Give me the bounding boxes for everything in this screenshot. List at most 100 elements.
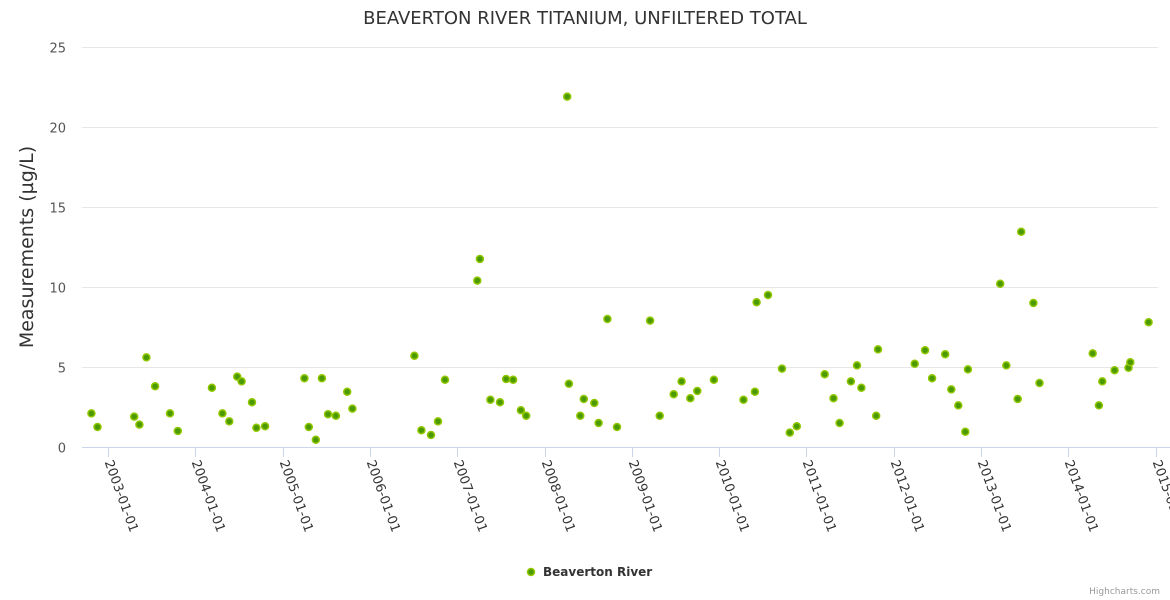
data-point[interactable] [1126, 357, 1135, 367]
data-point[interactable] [1144, 317, 1153, 327]
data-point[interactable] [1098, 377, 1107, 386]
data-point[interactable] [495, 397, 505, 407]
data-point[interactable] [323, 409, 333, 419]
data-point[interactable] [260, 421, 270, 431]
data-point[interactable] [1029, 298, 1038, 308]
data-point[interactable] [750, 387, 760, 397]
data-point[interactable] [93, 422, 102, 432]
y-tick-label: 5 [58, 362, 66, 377]
data-point[interactable] [857, 383, 866, 393]
y-tick-label: 0 [58, 442, 66, 457]
data-point[interactable] [910, 359, 919, 369]
data-point[interactable] [508, 375, 518, 385]
data-point[interactable] [852, 361, 862, 370]
data-point[interactable] [304, 422, 314, 432]
data-point[interactable] [440, 375, 450, 385]
data-point[interactable] [645, 316, 655, 325]
data-point[interactable] [579, 394, 589, 404]
data-point[interactable] [829, 393, 838, 403]
data-point[interactable] [317, 373, 327, 383]
data-point[interactable] [473, 276, 482, 285]
data-point[interactable] [686, 393, 695, 403]
data-point[interactable] [1035, 378, 1044, 388]
data-point[interactable] [1016, 227, 1026, 237]
data-point[interactable] [300, 373, 309, 383]
x-tick-label: 2003-01-01 [101, 458, 141, 534]
data-point[interactable] [590, 398, 599, 408]
data-point[interactable] [1094, 401, 1104, 410]
data-point[interactable] [1110, 365, 1119, 375]
data-point[interactable] [655, 411, 664, 421]
data-point[interactable] [709, 375, 719, 385]
data-point[interactable] [927, 373, 937, 383]
data-point[interactable] [475, 254, 485, 264]
data-point[interactable] [752, 297, 761, 307]
data-point[interactable] [792, 421, 802, 431]
data-point[interactable] [846, 377, 856, 386]
x-tick-label: 2010-01-01 [712, 458, 752, 534]
data-point[interactable] [311, 435, 321, 445]
data-point[interactable] [763, 290, 773, 300]
x-tick-label: 2008-01-01 [538, 458, 578, 534]
data-point[interactable] [150, 381, 160, 391]
data-point[interactable] [521, 411, 531, 421]
data-point[interactable] [342, 387, 352, 397]
data-point[interactable] [564, 379, 574, 389]
data-point[interactable] [129, 412, 139, 421]
data-point[interactable] [1088, 349, 1097, 358]
data-point[interactable] [562, 92, 572, 101]
x-tick-label: 2014-01-01 [1061, 458, 1101, 534]
data-point[interactable] [331, 411, 341, 421]
data-point[interactable] [417, 425, 426, 435]
data-point[interactable] [173, 426, 183, 436]
data-point[interactable] [218, 409, 227, 418]
data-point[interactable] [348, 404, 357, 413]
data-point[interactable] [947, 385, 956, 394]
data-point[interactable] [576, 411, 585, 421]
data-point[interactable] [871, 411, 881, 421]
data-point[interactable] [410, 351, 419, 361]
data-point[interactable] [995, 279, 1005, 289]
data-point[interactable] [252, 423, 261, 433]
data-point[interactable] [873, 345, 883, 354]
data-point[interactable] [963, 365, 973, 374]
data-point[interactable] [785, 428, 795, 437]
series-beaverton-river[interactable] [87, 92, 1153, 445]
x-tick-label: 2009-01-01 [625, 458, 665, 534]
data-point[interactable] [501, 374, 511, 384]
data-point[interactable] [225, 417, 234, 426]
data-point[interactable] [433, 417, 443, 426]
data-point[interactable] [142, 353, 151, 362]
data-point[interactable] [247, 397, 257, 407]
legend-item-beaverton-river[interactable]: Beaverton River [526, 565, 653, 579]
data-point[interactable] [835, 418, 844, 428]
data-point[interactable] [1013, 394, 1022, 404]
data-point[interactable] [594, 418, 603, 428]
data-point[interactable] [739, 395, 748, 405]
data-point[interactable] [954, 401, 963, 410]
x-tick-label: 2012-01-01 [887, 458, 927, 534]
data-point[interactable] [237, 377, 246, 386]
data-point[interactable] [486, 395, 495, 405]
data-point[interactable] [612, 422, 622, 432]
data-point[interactable] [207, 383, 217, 393]
data-point[interactable] [603, 314, 612, 324]
credits-link[interactable]: Highcharts.com [1089, 587, 1160, 597]
data-point[interactable] [87, 409, 96, 418]
data-point[interactable] [693, 386, 702, 396]
x-tick-label: 2005-01-01 [276, 458, 316, 534]
legend-label: Beaverton River [543, 565, 652, 579]
data-point[interactable] [165, 409, 175, 418]
data-point[interactable] [961, 427, 970, 437]
data-point[interactable] [820, 369, 829, 379]
data-point[interactable] [920, 345, 930, 355]
data-point[interactable] [135, 420, 144, 429]
y-tick-label: 25 [49, 42, 66, 57]
data-point[interactable] [777, 364, 787, 373]
data-point[interactable] [677, 377, 686, 386]
data-point[interactable] [1002, 361, 1011, 370]
data-point[interactable] [426, 430, 436, 440]
data-point[interactable] [516, 405, 526, 415]
data-point[interactable] [940, 349, 950, 359]
data-point[interactable] [669, 389, 678, 399]
